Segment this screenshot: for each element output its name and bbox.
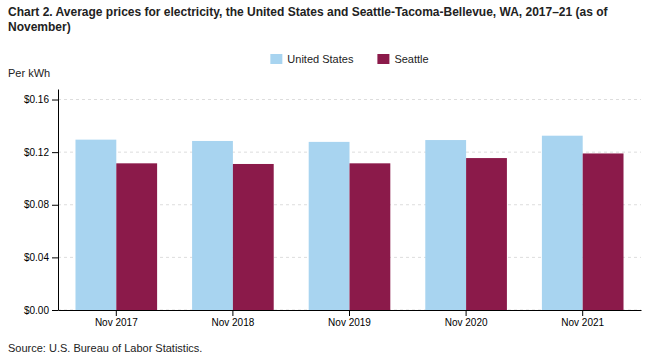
grid-line	[58, 99, 641, 100]
y-tick-label: $0.12	[24, 147, 49, 158]
y-tick-label: $0.08	[24, 199, 49, 210]
y-tick: $0.00	[24, 305, 58, 316]
y-axis-label: Per kWh	[8, 67, 50, 79]
y-axis: $0.00 $0.04 $0.08 $0.12 $0.16	[24, 90, 59, 316]
legend-swatch	[377, 54, 389, 64]
plot: $0.00$0.04$0.08$0.12$0.16Nov 2017Nov 201…	[24, 90, 642, 329]
y-tick-mark	[52, 310, 58, 311]
x-tick-label: Nov 2017	[95, 317, 138, 328]
x-tick-mark	[466, 310, 467, 316]
bars	[75, 136, 623, 310]
bar	[466, 158, 507, 310]
annotation: Source: U.S. Bureau of Labor Statistics.	[8, 342, 202, 354]
series	[75, 136, 582, 310]
x-tick: Nov 2020	[445, 310, 488, 328]
title-line: November)	[8, 20, 71, 34]
y-tick-mark	[52, 205, 58, 206]
y-tick-label: $0.00	[24, 305, 49, 316]
y-tick-label: $0.16	[24, 94, 49, 105]
bar	[542, 136, 583, 310]
title: Chart 2. Average prices for electricity,…	[8, 5, 609, 34]
x-tick-label: Nov 2018	[211, 317, 254, 328]
x-tick: Nov 2021	[561, 310, 604, 328]
bar	[350, 163, 391, 310]
y-tick: $0.08	[24, 199, 58, 210]
legend-label: Seattle	[394, 53, 428, 65]
bar	[192, 141, 233, 310]
x-tick: Nov 2017	[95, 310, 138, 328]
x-tick-mark	[582, 310, 583, 316]
bar	[425, 140, 466, 310]
legend-swatch	[270, 54, 282, 64]
y-tick-label: $0.04	[24, 252, 49, 263]
x-tick-label: Nov 2020	[445, 317, 488, 328]
chart: Chart 2. Average prices for electricity,…	[0, 0, 661, 360]
title-line: Chart 2. Average prices for electricity,…	[8, 5, 609, 19]
x-tick-label: Nov 2019	[328, 317, 371, 328]
x-tick-mark	[232, 310, 233, 316]
grid	[58, 100, 641, 310]
y-tick: $0.12	[24, 147, 58, 158]
bar	[75, 140, 116, 310]
y-axis-line	[58, 90, 59, 311]
legend: United States Seattle	[270, 53, 428, 65]
y-tick: $0.04	[24, 252, 58, 263]
y-tick-mark	[52, 257, 58, 258]
bar	[116, 163, 157, 310]
bar	[309, 142, 350, 310]
bar	[583, 153, 624, 310]
series	[116, 153, 623, 310]
y-tick: $0.16	[24, 94, 58, 105]
y-tick-mark	[52, 100, 58, 101]
x-tick: Nov 2018	[211, 310, 254, 328]
y-tick-mark	[52, 152, 58, 153]
bar	[233, 164, 274, 310]
legend-item: United States	[270, 53, 354, 65]
x-tick: Nov 2019	[328, 310, 371, 328]
x-tick-mark	[349, 310, 350, 316]
x-axis: Nov 2017 Nov 2018 Nov 2019 Nov 2020 Nov 2021	[59, 310, 642, 328]
legend-label: United States	[287, 53, 354, 65]
x-tick-mark	[116, 310, 117, 316]
legend-item: Seattle	[377, 53, 428, 65]
x-tick-label: Nov 2021	[561, 317, 604, 328]
